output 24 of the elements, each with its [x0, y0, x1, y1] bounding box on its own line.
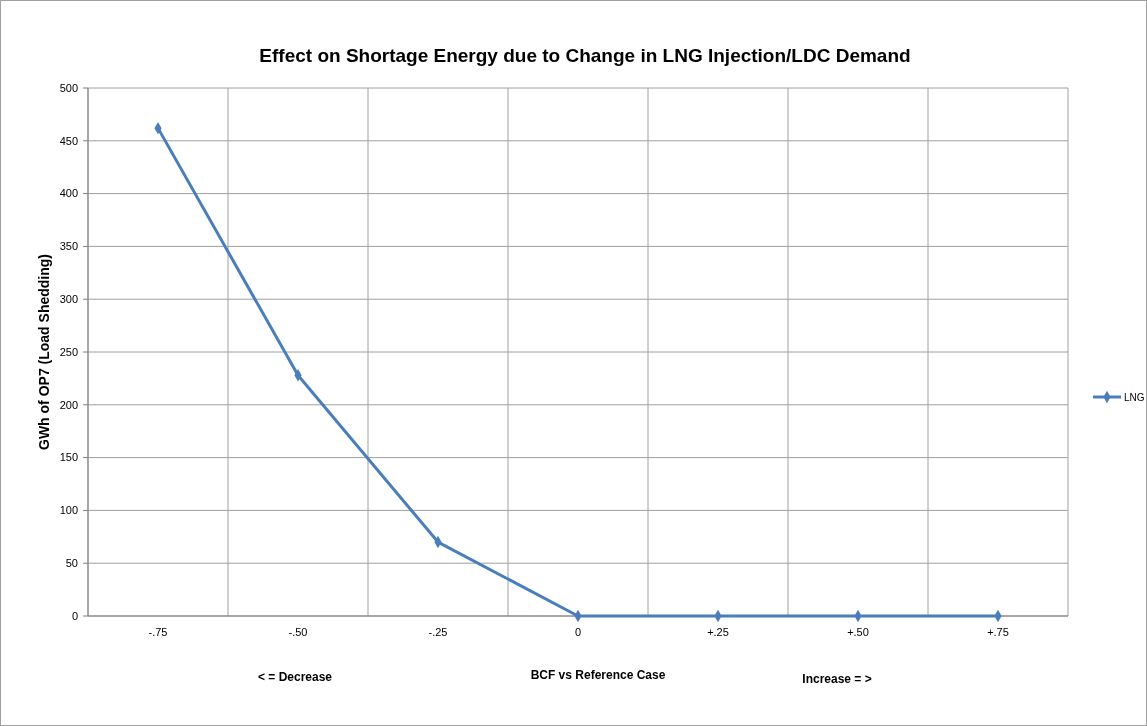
y-tick-label: 250 — [59, 345, 78, 358]
x-tick-label: -.25 — [428, 626, 448, 638]
x-axis-title: BCF vs Reference Case — [530, 668, 666, 682]
y-tick-label: 450 — [59, 134, 78, 147]
y-axis-title: GWh of OP7 (Load Shedding) — [36, 254, 52, 450]
y-tick-label: 100 — [59, 504, 78, 517]
y-tick-label: 50 — [65, 557, 78, 570]
y-tick-label: 400 — [59, 187, 78, 200]
text: Increase = > — [802, 672, 872, 686]
x-tick-label: +.75 — [987, 626, 1009, 638]
x-tick-label: -.75 — [148, 626, 168, 638]
y-tick-label: 500 — [59, 81, 78, 94]
chart-title: Effect on Shortage Energy due to Change in LNG Injection/LDC Demand — [259, 45, 911, 66]
y-tick-label: 350 — [59, 240, 78, 253]
x-tick-label: 0 — [574, 626, 582, 638]
y-tick-label: 300 — [59, 293, 78, 306]
text: < = Decrease — [257, 670, 333, 684]
y-tick-label: 200 — [59, 398, 78, 411]
y-tick-label: 150 — [59, 451, 78, 464]
x-tick-label: -.50 — [288, 626, 308, 638]
x-tick-label: +.50 — [847, 626, 869, 638]
x-tick-label: +.25 — [707, 626, 729, 638]
legend-label: LNG — [1124, 391, 1145, 403]
y-tick-label: 0 — [71, 609, 78, 622]
